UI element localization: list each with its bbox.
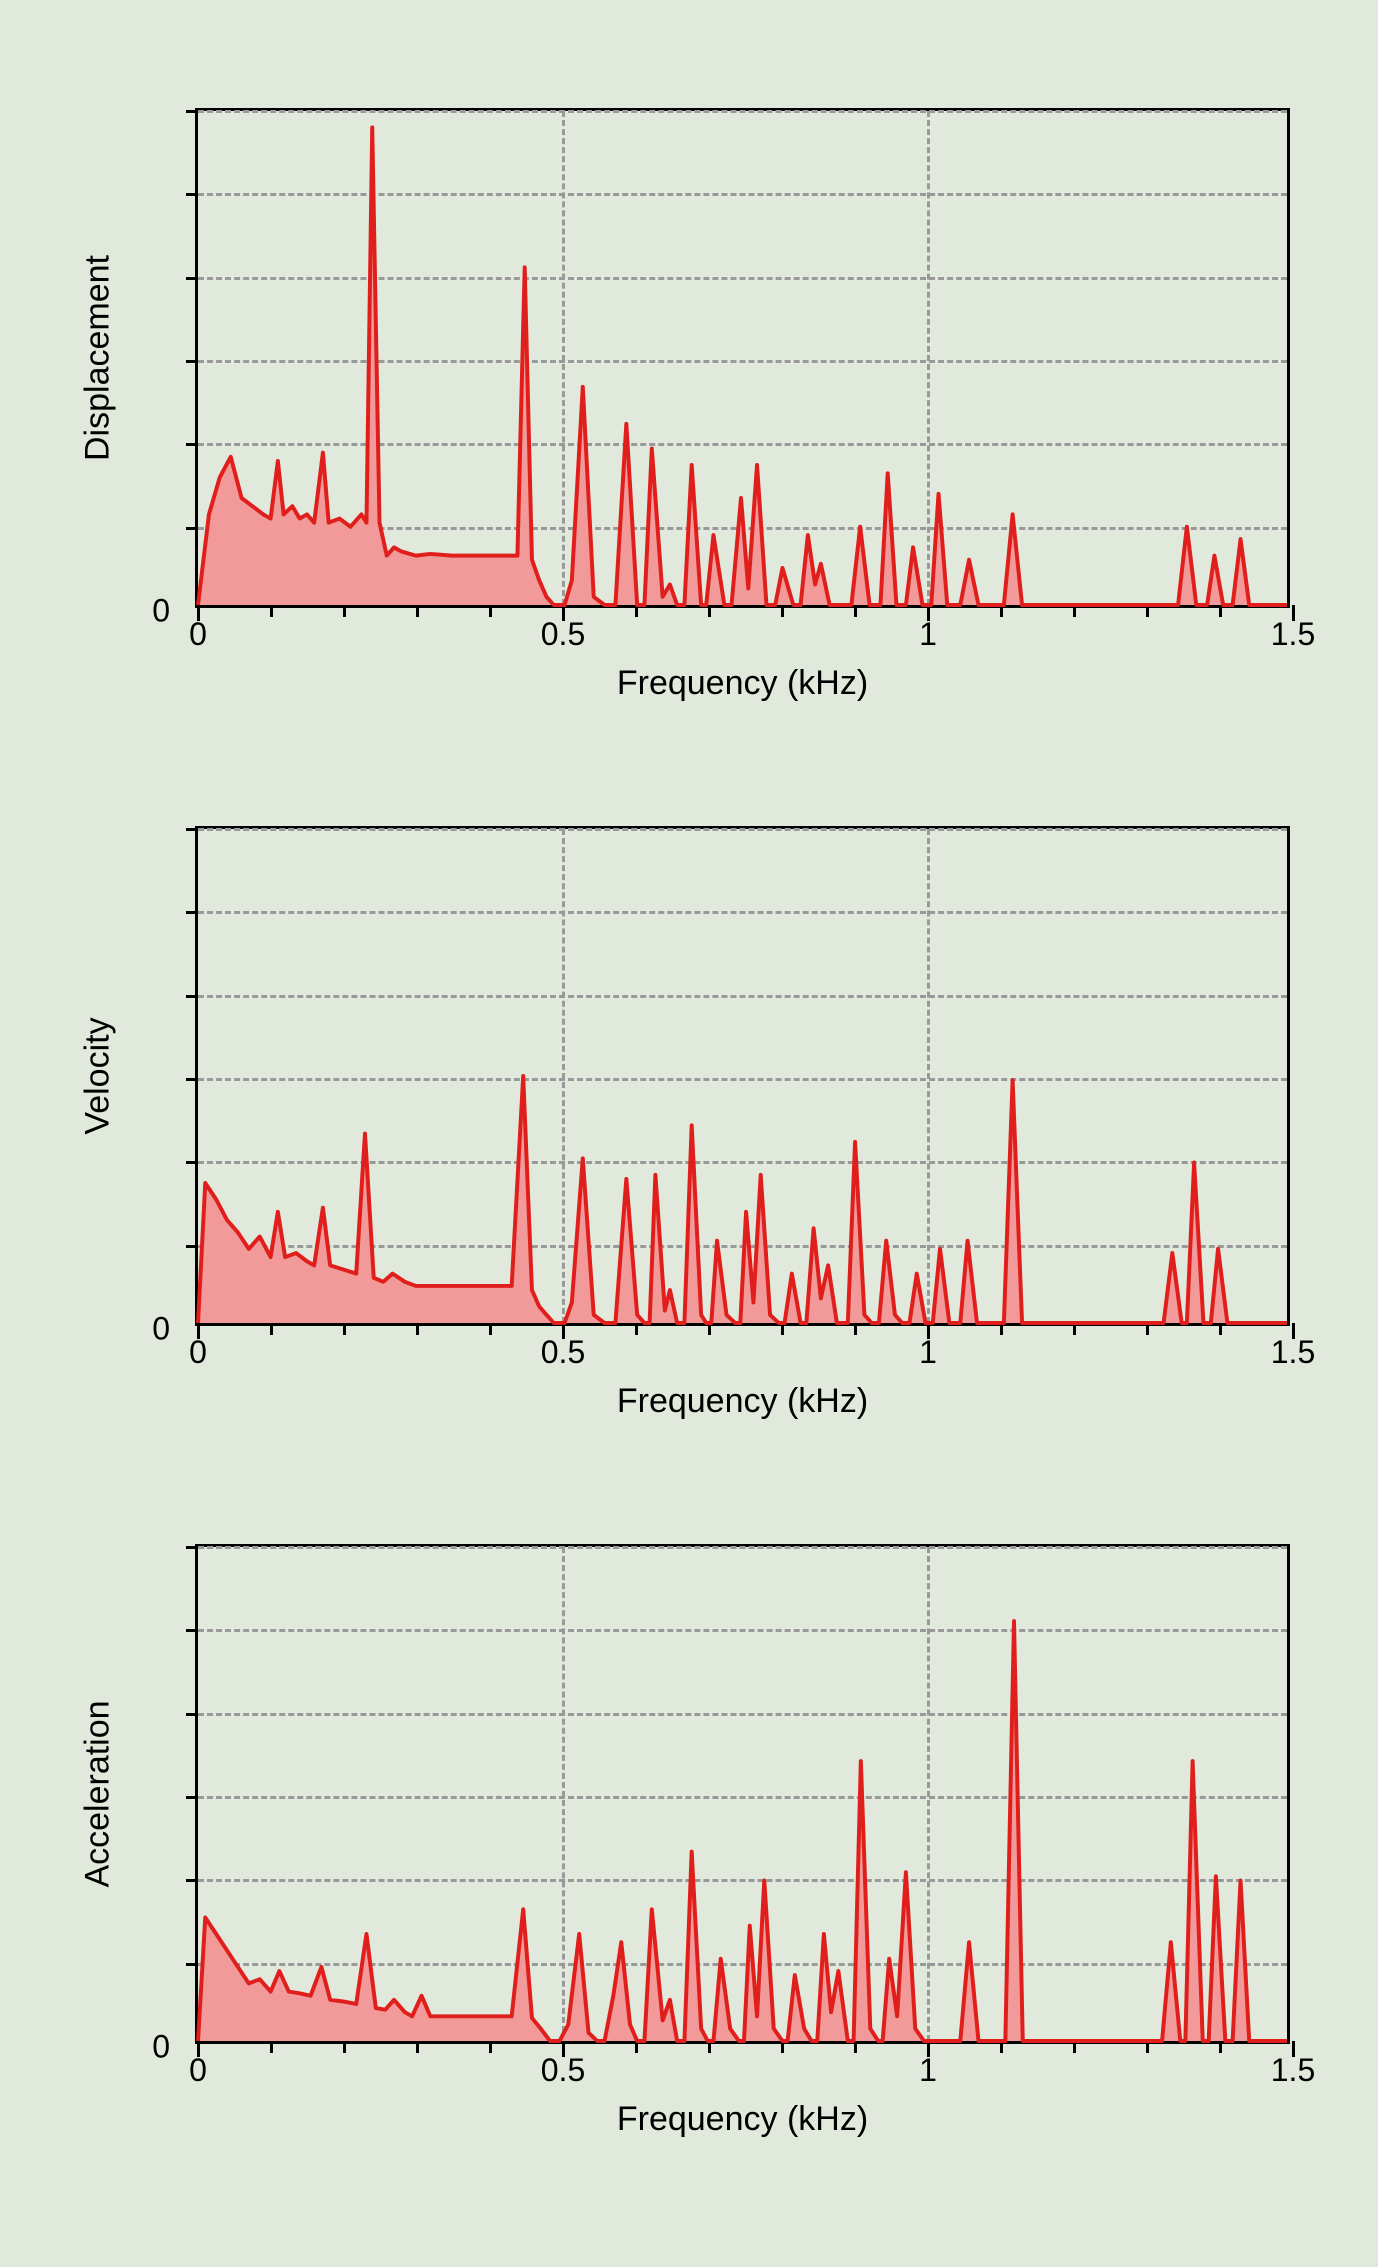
tick-y <box>186 1879 198 1882</box>
tick-label-x: 0.5 <box>541 616 585 653</box>
tick-y <box>186 1078 198 1081</box>
tick-x-minor <box>343 2041 346 2053</box>
tick-label-y: 0 <box>152 1311 170 1348</box>
chart-velocity: 000.511.5Frequency (kHz)Velocity <box>195 826 1290 1326</box>
chart-displacement: 000.511.5Frequency (kHz)Displacement <box>195 108 1290 608</box>
tick-y <box>186 1629 198 1632</box>
tick-x-minor <box>343 1323 346 1335</box>
tick-y <box>186 1796 198 1799</box>
tick-x-minor <box>854 2041 857 2053</box>
tick-label-x: 1.5 <box>1271 2052 1315 2089</box>
tick-x-minor <box>270 605 273 617</box>
tick-x-minor <box>416 605 419 617</box>
tick-y <box>186 277 198 280</box>
spectrum-trace <box>198 111 1287 605</box>
tick-y <box>186 828 198 831</box>
tick-x-minor <box>270 1323 273 1335</box>
tick-y <box>186 110 198 113</box>
tick-label-x: 1 <box>919 616 937 653</box>
tick-label-x: 1.5 <box>1271 616 1315 653</box>
tick-y <box>186 193 198 196</box>
tick-x-minor <box>854 605 857 617</box>
tick-y <box>186 443 198 446</box>
tick-label-x: 0.5 <box>541 1334 585 1371</box>
tick-y <box>186 911 198 914</box>
tick-x-minor <box>416 1323 419 1335</box>
tick-y <box>186 1713 198 1716</box>
tick-x-minor <box>635 1323 638 1335</box>
plot-area: 000.511.5Frequency (kHz)Acceleration <box>195 1544 1290 2044</box>
tick-label-x: 1.5 <box>1271 1334 1315 1371</box>
tick-x-minor <box>1219 605 1222 617</box>
tick-label-x: 1 <box>919 1334 937 1371</box>
tick-x-minor <box>489 1323 492 1335</box>
tick-label-y: 0 <box>152 593 170 630</box>
tick-x-minor <box>270 2041 273 2053</box>
x-axis-label: Frequency (kHz) <box>617 2100 868 2139</box>
tick-label-x: 0 <box>189 1334 207 1371</box>
chart-acceleration: 000.511.5Frequency (kHz)Acceleration <box>195 1544 1290 2044</box>
tick-label-x: 0 <box>189 2052 207 2089</box>
tick-x-minor <box>489 2041 492 2053</box>
tick-y <box>186 1963 198 1966</box>
tick-x-minor <box>343 605 346 617</box>
tick-label-x: 0.5 <box>541 2052 585 2089</box>
y-axis-label: Displacement <box>79 255 118 461</box>
x-axis-label: Frequency (kHz) <box>617 1382 868 1421</box>
x-axis-label: Frequency (kHz) <box>617 664 868 703</box>
plot-area: 000.511.5Frequency (kHz)Displacement <box>195 108 1290 608</box>
tick-label-y: 0 <box>152 2029 170 2066</box>
tick-y <box>186 1161 198 1164</box>
tick-y <box>186 1245 198 1248</box>
tick-label-x: 0 <box>189 616 207 653</box>
tick-x-minor <box>854 1323 857 1335</box>
y-axis-label: Acceleration <box>79 1700 118 1887</box>
plot-area: 000.511.5Frequency (kHz)Velocity <box>195 826 1290 1326</box>
tick-y <box>186 360 198 363</box>
tick-y <box>186 995 198 998</box>
spectrum-trace <box>198 1547 1287 2041</box>
tick-label-x: 1 <box>919 2052 937 2089</box>
tick-x-minor <box>1219 1323 1222 1335</box>
y-axis-label: Velocity <box>79 1017 118 1134</box>
tick-x-minor <box>781 605 784 617</box>
tick-x-minor <box>489 605 492 617</box>
tick-y <box>186 527 198 530</box>
spectrum-trace <box>198 829 1287 1323</box>
tick-y <box>186 1546 198 1549</box>
tick-x-minor <box>1219 2041 1222 2053</box>
tick-x-minor <box>416 2041 419 2053</box>
tick-x-minor <box>708 605 711 617</box>
